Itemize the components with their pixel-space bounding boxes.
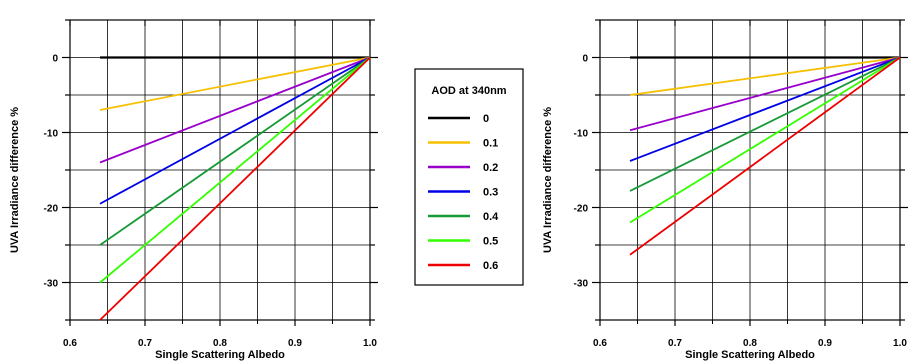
legend-entry: 0.6	[428, 260, 498, 272]
series-lines	[629, 56, 901, 256]
legend-label: 0.1	[483, 138, 498, 150]
x-tick-label: 0.7	[668, 338, 682, 349]
series-line-0.2	[629, 56, 901, 132]
y-tick-label: 0	[582, 54, 588, 65]
legend-label: 0.6	[483, 260, 498, 272]
legend-entry: 0.3	[428, 187, 498, 199]
series-line-0.3	[629, 56, 901, 162]
legend-entry: 0.2	[428, 162, 498, 174]
legend-entry: 0.5	[428, 236, 498, 248]
chart-left: 0.6 0.7 0.8 0.9 1.0 0 -10 -20 -30 Single Scatteri…	[9, 19, 378, 361]
chart-right: 0.6 0.7 0.8 0.9 1.0 0 -10 -20 -30 Single Scatteri…	[542, 19, 908, 361]
x-tick-label: 0.9	[818, 338, 832, 349]
y-axis-label: UVA Irradiance difference %	[9, 107, 21, 253]
y-tick-label: -20	[44, 204, 59, 215]
x-tick-label: 1.0	[363, 338, 377, 349]
legend-entries: 0 0.1 0.2 0.3 0.4 0.5 0.6	[428, 113, 499, 272]
grid	[600, 20, 900, 320]
legend-title: AOD at 340nm	[431, 85, 506, 97]
x-tick-label: 0.6	[593, 338, 607, 349]
x-tick-label: 0.9	[288, 338, 302, 349]
legend-entry: 0	[428, 113, 489, 125]
legend-label: 0.2	[483, 162, 498, 174]
x-tick-label: 1.0	[893, 338, 907, 349]
series-line-0.6	[629, 56, 901, 256]
y-tick-label: -10	[574, 129, 589, 140]
y-axis-label: UVA Irradiance difference %	[542, 107, 554, 253]
legend-entry: 0.1	[428, 138, 498, 150]
series-line-0.1	[629, 56, 901, 96]
x-tick-label: 0.8	[213, 338, 227, 349]
series-line-0.1	[99, 56, 371, 111]
series-line-0.4	[629, 56, 901, 192]
x-tick-label: 0.7	[138, 338, 152, 349]
x-tick-label: 0.6	[63, 338, 77, 349]
series-line-0.5	[629, 56, 901, 224]
x-axis-label: Single Scattering Albedo	[155, 349, 285, 361]
legend-entry: 0.4	[428, 211, 499, 223]
legend-label: 0.5	[483, 236, 498, 248]
series-line-0.3	[99, 56, 371, 205]
series-line-0.6	[99, 56, 371, 321]
y-tick-label: -30	[44, 279, 59, 290]
legend-label: 0.3	[483, 187, 498, 199]
series-line-0.5	[99, 56, 371, 284]
series-lines	[99, 56, 371, 321]
y-tick-label: 0	[52, 54, 58, 65]
legend-label: 0	[483, 113, 489, 125]
series-line-0.2	[99, 56, 371, 164]
y-tick-label: -10	[44, 129, 59, 140]
x-axis-label: Single Scattering Albedo	[685, 349, 815, 361]
legend: AOD at 340nm 0 0.1 0.2 0.3 0.4 0.5 0.6	[414, 68, 524, 286]
grid	[70, 20, 370, 320]
x-tick-label: 0.8	[743, 338, 757, 349]
y-tick-label: -20	[574, 204, 589, 215]
legend-box	[414, 68, 524, 286]
y-tick-label: -30	[574, 279, 589, 290]
legend-label: 0.4	[483, 211, 499, 223]
series-line-0.4	[99, 56, 371, 246]
